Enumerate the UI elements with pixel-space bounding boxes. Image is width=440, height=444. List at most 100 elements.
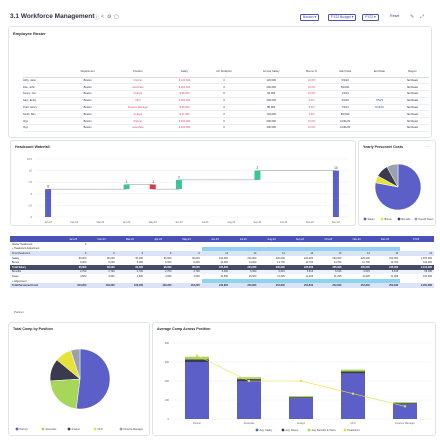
legend-label[interactable]: Benefits [402,218,412,221]
col-header[interactable]: HC Multiplier [201,67,247,78]
value-cell[interactable] [201,246,231,252]
value-cell: 14 [258,251,287,256]
stacked-bar-segment[interactable] [237,377,261,380]
value-cell[interactable] [315,278,344,284]
cell-end [362,90,396,98]
roster-row[interactable]: Sam, Emily Boston CFO $ 200,000 0 200,000 5.0%… [23,97,429,105]
col-header[interactable]: Bonus % [295,67,328,78]
legend-label[interactable]: Avg. Bonus [286,429,299,432]
legend-label[interactable]: Avg. Benefits & Taxes [312,429,337,432]
pie-slice[interactable] [374,163,422,211]
roster-row[interactable]: Doe, John Boston Associate $ 200,000 0 200,00… [23,83,429,92]
headcount-point[interactable] [195,354,199,357]
col-header[interactable]: Start Date [327,67,363,78]
settings-icon[interactable]: ⚙ [107,14,112,20]
expand-icon[interactable]: ⤢ [420,14,425,20]
headcount-point[interactable] [247,379,251,383]
total-comp-pie: Partner Associate Analyst CFO Finance Manage… [15,348,144,431]
stacked-bar-segment[interactable] [185,356,209,360]
headcount-point[interactable] [403,405,407,408]
value-cell[interactable] [230,246,259,252]
pie-slice[interactable] [49,378,81,410]
stacked-bar-segment[interactable] [289,396,313,398]
value-cell: 4,500 [193,274,200,278]
stacked-bar-segment[interactable] [393,403,417,404]
legend-label[interactable]: Payroll Taxes [419,218,435,221]
roster-row[interactable]: Smith, Ben Boston Analyst $ 67,000 0 134,000 5… [23,110,429,119]
value-cell: 235,000 [371,264,401,270]
stacked-bar-segment[interactable] [393,403,417,419]
col-header[interactable]: Annual Salary [246,67,296,78]
cell-pos: Finance Manager [108,104,168,112]
roster-row[interactable]: Pratt, Henry Boston Finance Manager $ 80,00… [23,104,429,112]
legend-label[interactable]: Partner [20,428,28,431]
headcount-point[interactable] [299,379,303,383]
value-cell[interactable] [315,246,344,252]
share-icon[interactable]: < [101,14,104,20]
waterfall-bar[interactable] [149,184,156,190]
roster-row[interactable]: Kenny, Jon Boston Analyst $ 95,000 0 95,000 10… [23,90,429,98]
col-header[interactable]: Department [67,67,109,78]
legend-label[interactable]: Avg. Salary [260,429,273,432]
col-header[interactable]: Salary [167,67,202,78]
stacked-bar-segment[interactable] [289,398,313,419]
waterfall-bar[interactable] [254,170,261,180]
stacked-bar-segment[interactable] [341,373,365,419]
roster-row[interactable]: Vign Boston Associate $ 200,000 0 400,000 10.0… [23,124,429,132]
value-cell[interactable] [286,278,316,284]
comment-icon[interactable]: ▢ [114,14,119,20]
filter-year[interactable]: FY22 ▾ [362,14,379,21]
legend-label[interactable]: Associate [46,428,57,431]
x-tick-label: Finance Manager [395,422,415,425]
legend-label[interactable]: Bonus [385,218,393,221]
value-cell: 96,000 [173,264,202,270]
value-cell: 220,000 [360,256,370,260]
legend-label[interactable]: Finance Manager [124,428,144,431]
pie-slice[interactable] [75,348,111,410]
value-cell: 6 [145,251,174,256]
legend-label[interactable]: Analyst [72,428,81,431]
waterfall-bar[interactable] [123,184,130,190]
stacked-bar-segment[interactable] [237,381,261,419]
value-cell[interactable] [371,246,401,252]
stacked-bar-segment[interactable] [341,369,365,372]
pie-slice[interactable] [70,348,81,380]
acp-title: Average Comp Across Position [157,327,211,331]
edit-icon[interactable]: ✎ [410,14,415,20]
filter-location[interactable]: Boston ▾ [300,14,320,21]
value-cell[interactable] [343,246,372,252]
value-cell[interactable] [258,278,287,284]
waterfall-bar[interactable] [332,170,339,217]
waterfall-bar[interactable] [45,189,52,217]
headcount-point[interactable] [351,392,355,395]
stacked-bar-segment[interactable] [289,397,313,399]
value-cell[interactable] [201,278,231,284]
stacked-bar-segment[interactable] [341,371,365,374]
value-cell[interactable] [230,278,259,284]
value-cell[interactable] [343,278,372,284]
stacked-bar-segment[interactable] [185,362,209,419]
col-header[interactable]: Region [395,67,429,78]
value-cell[interactable] [258,246,287,252]
col-header[interactable]: Position [108,67,168,78]
value-cell[interactable] [286,246,316,252]
roster-row[interactable]: Abby, Jane Boston Partner $ 120,000 0 120,000… [23,77,429,85]
col-header[interactable]: End Date [362,67,396,78]
value-cell: 252,840 [258,283,287,288]
waterfall-bar[interactable] [175,179,182,190]
roster-row[interactable]: Vign Boston Partner $ 200,000 0 600,000 10.0% 1… [23,117,429,126]
stacked-bar-segment[interactable] [393,402,417,404]
pie-slice[interactable] [386,163,399,188]
filter-scenario[interactable]: FY22 Budget ▾ [328,14,357,21]
avg-comp-chart: 400 300 200 100 0 Partner Associate Analyst CFO F… [165,341,431,432]
value-cell[interactable] [371,278,401,284]
info-icon[interactable]: ⓘ [94,15,100,21]
stacked-bar-segment[interactable] [185,359,209,362]
value-cell: 103,200 [60,283,89,288]
more-options-icon[interactable]: ⋯ [425,144,429,149]
legend-label[interactable]: Headcount [348,429,360,432]
legend-label[interactable]: Salary [368,218,376,221]
legend-label[interactable]: CFO [98,428,103,431]
reset-button[interactable]: Reset [390,14,400,18]
legend-swatch [93,427,97,431]
